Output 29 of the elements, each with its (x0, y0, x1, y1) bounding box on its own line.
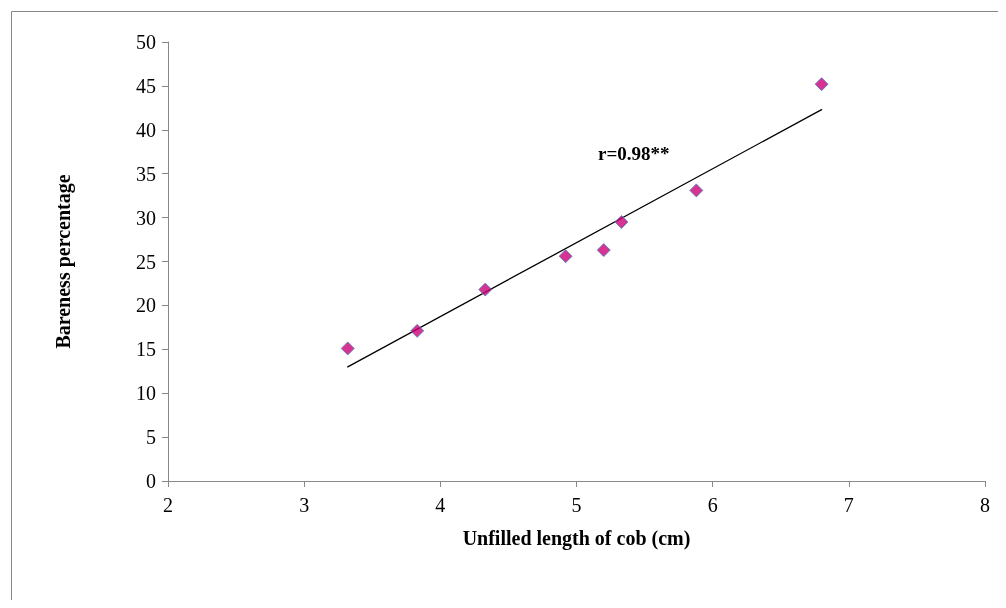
x-tick-label: 2 (163, 494, 173, 516)
y-tick-label: 10 (136, 382, 156, 405)
x-tick-label: 3 (299, 494, 310, 516)
annotation: r=0.98** (598, 143, 670, 164)
y-tick-label: 35 (136, 162, 156, 185)
y-tick-label: 45 (136, 74, 156, 97)
y-tick-label: 20 (136, 294, 156, 317)
point (614, 214, 629, 229)
y-tick-label: 5 (146, 426, 156, 449)
point (689, 183, 704, 198)
x-tick-label: 8 (980, 494, 990, 516)
x-tick-label: 7 (843, 494, 854, 516)
point (814, 77, 829, 92)
y-tick-label: 40 (136, 118, 156, 141)
y-tick-label: 50 (136, 31, 156, 53)
x-axis-title: Unfilled length of cob (cm) (462, 527, 691, 550)
point (340, 341, 355, 356)
point (558, 249, 573, 264)
point (410, 323, 425, 338)
y-axis-title: Bareness percentage (52, 174, 75, 349)
x-tick-label: 5 (571, 494, 582, 516)
y-tick-label: 15 (136, 338, 156, 361)
point (478, 282, 493, 297)
x-tick-label: 4 (435, 494, 446, 516)
x-tick-label: 6 (707, 494, 718, 516)
point (596, 243, 611, 258)
y-tick-label: 25 (136, 250, 156, 273)
y-tick-label: 30 (136, 206, 156, 229)
y-tick-label: 0 (146, 470, 156, 492)
